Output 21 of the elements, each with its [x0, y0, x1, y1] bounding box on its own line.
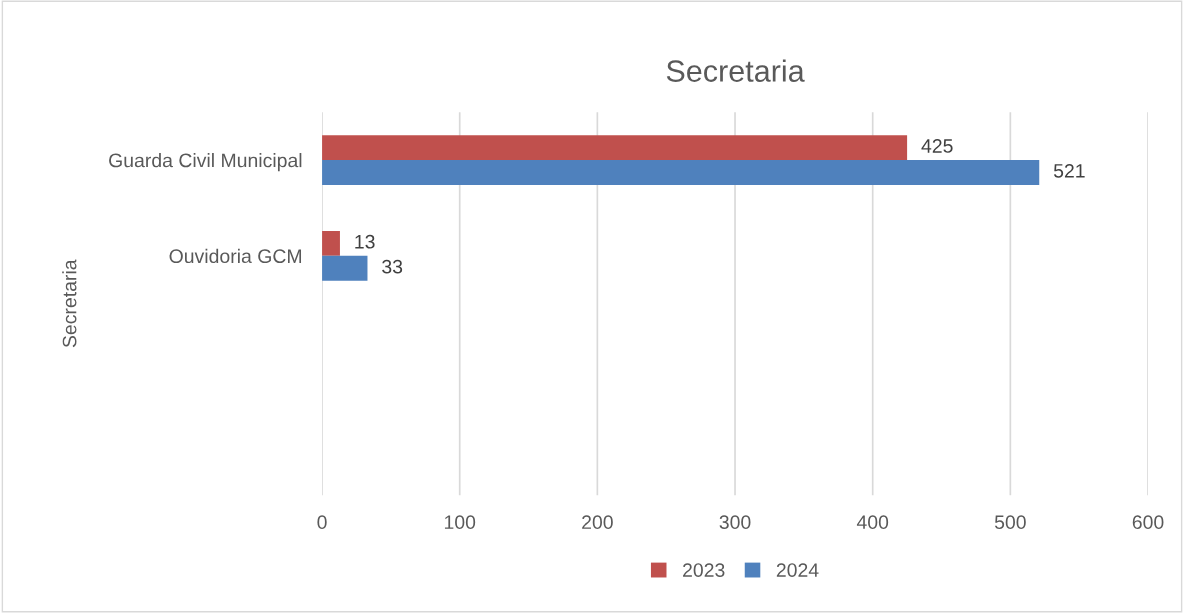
data-label: 33 [382, 259, 403, 274]
x-tick-label: 200 [582, 515, 613, 530]
x-tick-label: 0 [317, 515, 327, 530]
x-tick-label: 600 [1132, 515, 1164, 530]
y-axis-title: Secretaria [62, 259, 77, 348]
bar [322, 160, 1040, 185]
data-label: 521 [1053, 163, 1085, 178]
data-label: 425 [921, 139, 953, 153]
y-tick-label: Ouvidoria GCM [169, 248, 302, 264]
x-tick-label: 300 [719, 515, 751, 530]
bar [322, 135, 908, 161]
bar [322, 255, 368, 281]
legend-label: 2023 [683, 563, 725, 577]
x-tick-label: 500 [994, 515, 1026, 530]
bar [322, 230, 340, 256]
y-tick-label: Guarda Civil Municipal [109, 153, 302, 172]
data-label: 13 [355, 234, 375, 249]
x-tick-label: 100 [444, 515, 476, 530]
chart-title: Secretaria [666, 59, 805, 82]
legend-label: 2024 [776, 563, 819, 577]
x-tick-label: 400 [856, 515, 889, 530]
